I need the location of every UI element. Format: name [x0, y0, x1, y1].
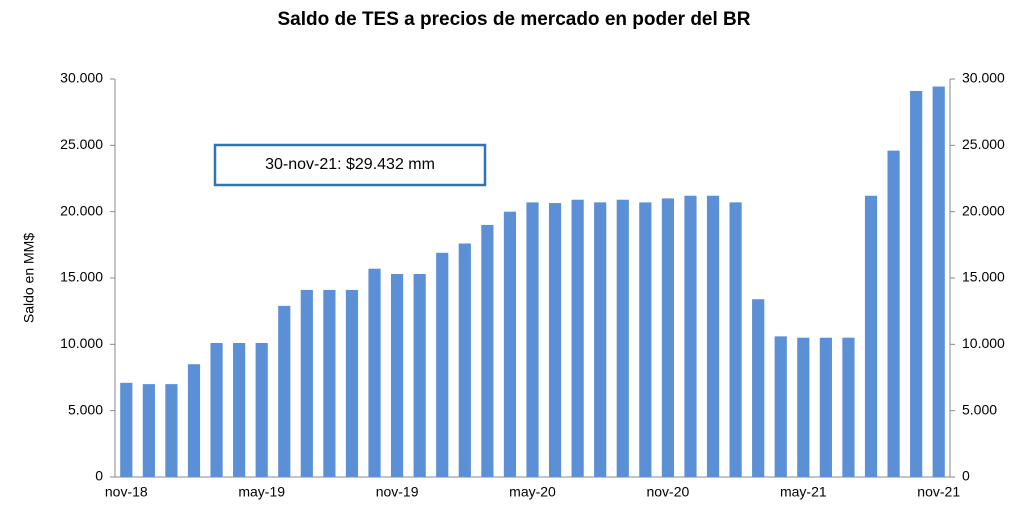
bar: [910, 90, 923, 477]
bar: [481, 224, 494, 477]
bar: [729, 202, 742, 477]
chart-title: Saldo de TES a precios de mercado en pod…: [277, 9, 750, 30]
bar: [932, 86, 945, 478]
bar: [165, 384, 178, 477]
y2-tick-label: 5.000: [962, 401, 997, 417]
bar: [345, 289, 359, 477]
bar: [639, 202, 652, 477]
y-tick-label: 5.000: [68, 401, 103, 417]
y-axis-label: Saldo en MM$: [21, 233, 37, 323]
x-tick-label: may-20: [509, 484, 556, 500]
bar: [526, 202, 539, 477]
y-tick-label: 25.000: [60, 136, 103, 152]
x-tick-label: nov-19: [376, 484, 419, 500]
bar: [887, 150, 900, 477]
bar: [233, 343, 246, 477]
annotation: 30-nov-21: $29.432 mm: [265, 156, 435, 173]
bar: [616, 199, 629, 477]
bar: [661, 198, 674, 477]
bar: [255, 343, 268, 477]
y-tick-label: 15.000: [60, 269, 103, 285]
y-tick-label: 10.000: [60, 335, 103, 351]
x-tick-label: nov-18: [105, 484, 148, 500]
bar: [210, 343, 223, 477]
bar: [864, 195, 878, 477]
x-tick-label: may-21: [780, 484, 827, 500]
y-tick-label: 0: [95, 468, 103, 484]
bar: [187, 364, 201, 477]
bar: [548, 203, 562, 477]
bar: [594, 202, 607, 477]
bar: [819, 337, 832, 477]
bar: [458, 243, 471, 477]
y2-tick-label: 20.000: [962, 202, 1005, 218]
bar: [278, 305, 291, 477]
x-tick-label: nov-20: [646, 484, 689, 500]
bar: [436, 252, 449, 477]
y2-tick-label: 30.000: [962, 70, 1005, 86]
y-tick-label: 20.000: [60, 202, 103, 218]
bar: [391, 274, 404, 477]
bar: [684, 195, 697, 477]
bar: [571, 199, 584, 477]
bar: [300, 289, 313, 477]
y2-tick-label: 25.000: [962, 136, 1005, 152]
bar: [706, 195, 720, 477]
bar: [323, 289, 336, 477]
y2-tick-label: 10.000: [962, 335, 1005, 351]
bar: [752, 299, 765, 477]
bar: [142, 384, 155, 477]
bar: [774, 336, 787, 477]
annotation-box: [213, 143, 487, 187]
bar: [797, 337, 810, 477]
bar: [842, 337, 855, 477]
y2-tick-label: 15.000: [962, 269, 1005, 285]
bar: [503, 211, 517, 477]
y-tick-label: 30.000: [60, 70, 103, 86]
bar: [368, 268, 381, 477]
x-tick-label: may-19: [238, 484, 285, 500]
bar: [120, 382, 133, 477]
y2-tick-label: 0: [962, 468, 970, 484]
bar: [413, 274, 426, 477]
x-tick-label: nov-21: [917, 484, 960, 500]
